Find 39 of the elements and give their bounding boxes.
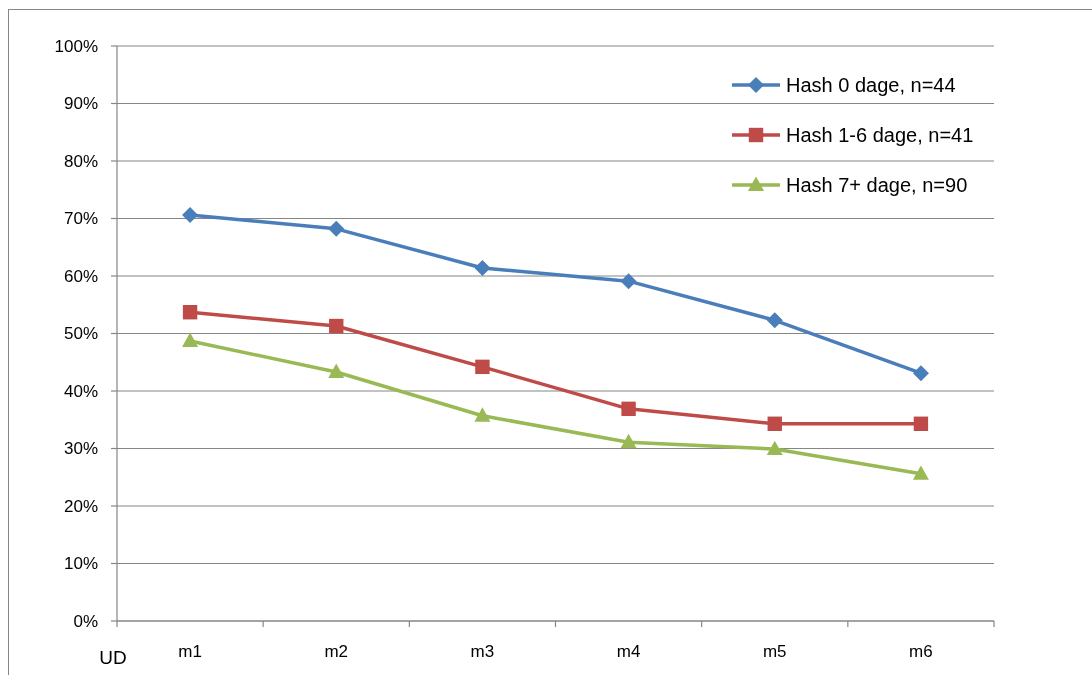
x-tick-label: m1 (178, 641, 202, 661)
point (913, 416, 929, 431)
y-tick-label: 50% (63, 324, 98, 343)
x-axis-title: UD (99, 646, 127, 668)
point (767, 416, 782, 431)
y-tick-label: 80% (63, 151, 98, 171)
point (620, 273, 637, 290)
y-tick-label: 0% (73, 611, 98, 631)
point (328, 363, 345, 379)
point (182, 305, 198, 320)
point (621, 401, 636, 417)
y-tick-label: 30% (63, 439, 98, 458)
y-tick-label: 10% (63, 554, 98, 573)
point (182, 332, 199, 347)
x-tick-label: m5 (762, 641, 787, 661)
y-tick-label: 20% (63, 496, 98, 516)
y-tick-label: 70% (63, 209, 98, 228)
x-tick-label: m4 (616, 641, 641, 661)
y-tick-label: 100% (54, 36, 98, 56)
point (912, 465, 929, 480)
y-tick-label: 60% (63, 266, 98, 286)
legend-label: Hash 0 dage, n=44 (786, 74, 956, 96)
point (766, 440, 783, 456)
y-tick-label: 90% (63, 94, 98, 113)
x-tick-label: m2 (324, 641, 349, 661)
point (329, 318, 344, 334)
x-tick-label: m3 (470, 641, 495, 661)
point (474, 259, 491, 276)
point (474, 407, 491, 422)
point (475, 359, 490, 375)
x-tick-label: m6 (909, 641, 933, 661)
point (328, 220, 345, 237)
y-tick-label: 40% (63, 381, 98, 401)
point (912, 365, 929, 382)
legend-label: Hash 7+ dage, n=90 (786, 174, 968, 196)
point (182, 207, 199, 224)
point (620, 433, 637, 449)
legend-label: Hash 1-6 dage, n=41 (786, 124, 974, 146)
point (766, 312, 783, 329)
